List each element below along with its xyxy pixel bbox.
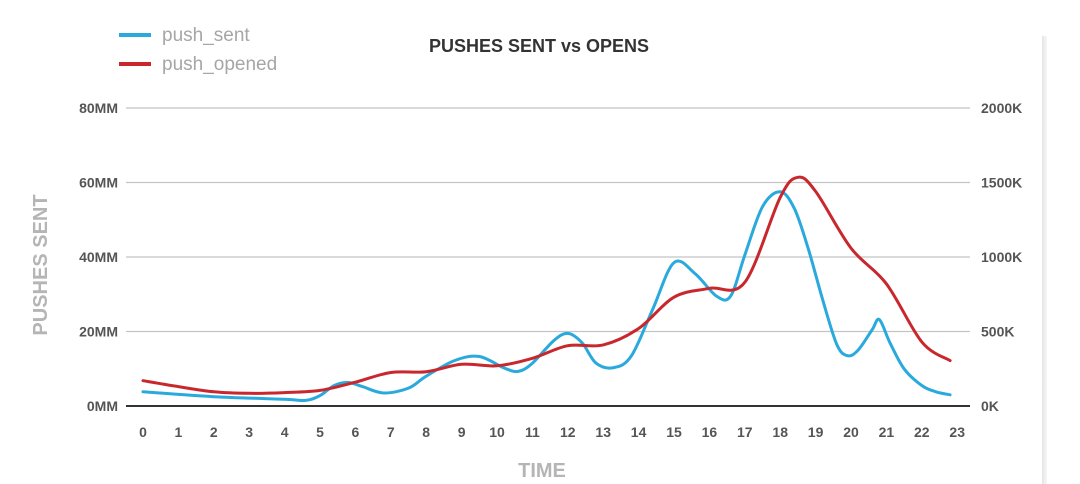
y-axis-title: PUSHES SENT	[30, 194, 52, 335]
legend-label-push-opened: push_opened	[162, 54, 277, 75]
y-axis-left-ticks: 0MM 20MM 40MM 60MM 80MM	[79, 100, 118, 414]
x-tick-label: 19	[808, 424, 824, 440]
y-tick-label-left: 20MM	[79, 324, 118, 340]
series-line-push-sent	[141, 190, 952, 403]
series-line-push-opened	[141, 175, 952, 395]
legend: push_sent push_opened	[119, 25, 277, 75]
y-tick-label-left: 60MM	[79, 175, 118, 191]
x-tick-label: 4	[281, 424, 289, 440]
x-tick-label: 11	[525, 424, 540, 440]
x-tick-label: 15	[666, 424, 682, 440]
x-tick-label: 1	[175, 424, 183, 440]
series-group	[141, 175, 952, 403]
x-axis-ticks: 0 1 2 3 4 5 6 7 8 9 10 11 12 13 14 15 16 17 18 19 20 21 22 23	[139, 424, 965, 440]
y-tick-label-right: 0K	[981, 398, 999, 414]
x-tick-label: 22	[914, 424, 930, 440]
y-tick-label-left: 80MM	[79, 100, 118, 116]
x-tick-label: 18	[772, 424, 788, 440]
y-tick-label-right: 2000K	[981, 100, 1022, 116]
x-tick-label: 3	[245, 424, 253, 440]
x-tick-label: 6	[352, 424, 360, 440]
y-tick-label-left: 0MM	[87, 398, 118, 414]
x-tick-label: 10	[489, 424, 505, 440]
x-tick-label: 8	[422, 424, 430, 440]
x-tick-label: 2	[210, 424, 218, 440]
x-tick-label: 0	[139, 424, 147, 440]
legend-label-push-sent: push_sent	[162, 25, 250, 46]
gridlines	[126, 107, 970, 407]
panel-edge	[1042, 36, 1047, 484]
y-tick-label-right: 1500K	[981, 175, 1022, 191]
x-tick-label: 5	[316, 424, 324, 440]
y-tick-label-left: 40MM	[79, 249, 118, 265]
y-tick-label-right: 500K	[981, 324, 1014, 340]
x-tick-label: 13	[595, 424, 611, 440]
x-tick-label: 20	[843, 424, 859, 440]
y-axis-right-ticks: 0K 500K 1000K 1500K 2000K	[981, 100, 1022, 414]
y-tick-label-right: 1000K	[981, 249, 1022, 265]
x-tick-label: 21	[879, 424, 895, 440]
x-tick-label: 9	[458, 424, 466, 440]
chart-title: PUSHES SENT vs OPENS	[429, 36, 649, 56]
x-tick-label: 23	[949, 424, 965, 440]
x-axis-title: TIME	[518, 460, 566, 482]
x-tick-label: 7	[387, 424, 395, 440]
x-tick-label: 14	[631, 424, 647, 440]
x-tick-label: 17	[737, 424, 753, 440]
x-tick-label: 12	[560, 424, 576, 440]
x-tick-label: 16	[702, 424, 718, 440]
